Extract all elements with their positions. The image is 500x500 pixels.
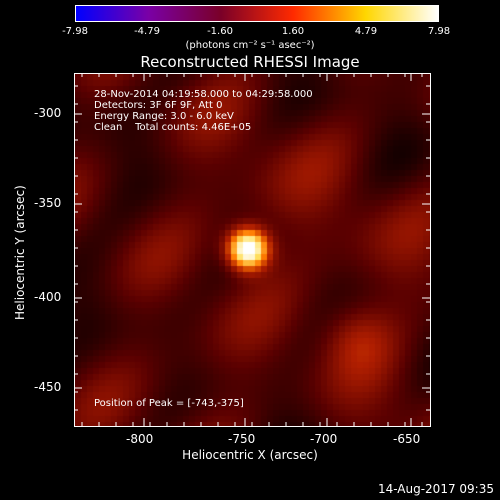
y-tick-label: -400 [34, 290, 62, 304]
y-tick-label: -300 [34, 106, 62, 120]
energy-range-annotation: Energy Range: 3.0 - 6.0 keV [94, 111, 234, 122]
peak-position-annotation: Position of Peak = [-743,-375] [94, 398, 244, 409]
plot-title: Reconstructed RHESSI Image [140, 53, 360, 71]
x-axis-title: Heliocentric X (arcsec) [182, 448, 318, 462]
colorbar-tick-label: 7.98 [427, 26, 451, 37]
colorbar-tick-label: -4.79 [134, 26, 160, 37]
image-plot-area: 28-Nov-2014 04:19:58.000 to 04:29:58.000… [74, 73, 431, 427]
y-axis-title: Heliocentric Y (arcsec) [13, 185, 27, 320]
colorbar-tick-label: -1.60 [207, 26, 233, 37]
timestamp: 14-Aug-2017 09:35 [377, 482, 494, 496]
rhessi-image [75, 74, 430, 426]
x-tick-label: -700 [310, 432, 338, 446]
colorbar-tick-label: 4.79 [354, 26, 378, 37]
method-annotation: Clean Total counts: 4.46E+05 [94, 122, 252, 133]
colorbar-tick-label: 1.60 [281, 26, 305, 37]
colorbar-unit-label: (photons cm⁻² s⁻¹ asec⁻²) [185, 40, 315, 51]
x-tick-label: -650 [393, 432, 421, 446]
colorbar [75, 5, 439, 22]
y-tick-label: -450 [34, 380, 62, 394]
colorbar-tick-label: -7.98 [62, 26, 88, 37]
x-tick-label: -750 [228, 432, 256, 446]
y-tick-label: -350 [34, 196, 62, 210]
detectors-annotation: Detectors: 3F 6F 9F, Att 0 [94, 100, 223, 111]
x-tick-label: -800 [126, 432, 154, 446]
time-range-annotation: 28-Nov-2014 04:19:58.000 to 04:29:58.000 [94, 89, 313, 100]
